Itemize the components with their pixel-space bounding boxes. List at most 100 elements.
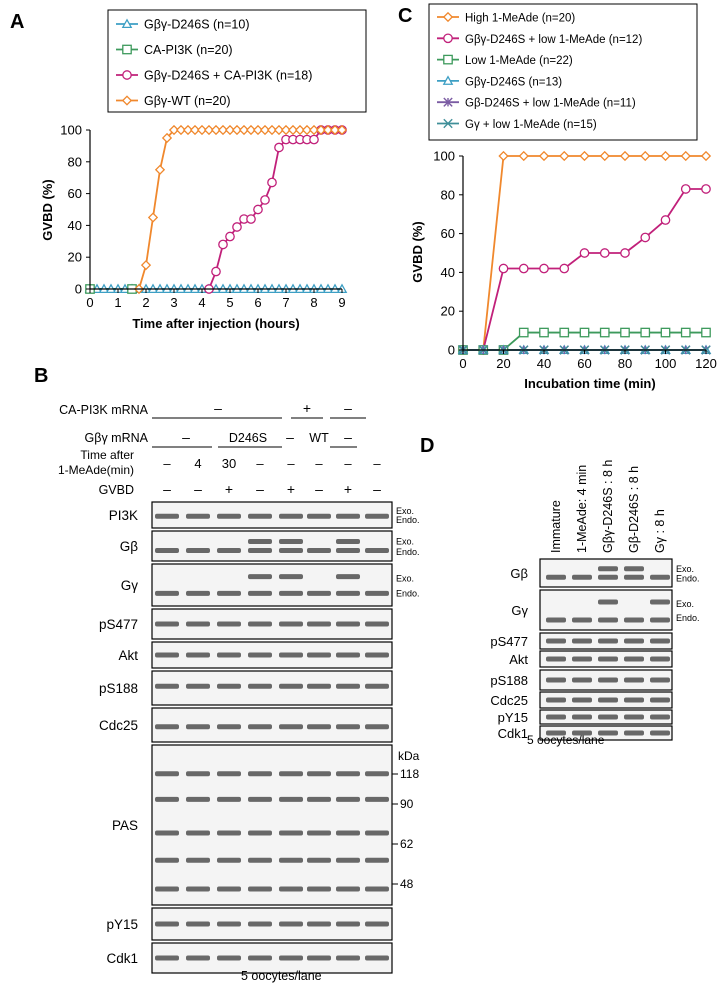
b-band — [307, 724, 331, 730]
c-point — [640, 150, 651, 162]
c-point — [701, 327, 711, 338]
b-band — [217, 886, 241, 892]
b-blot-label: Gγ — [121, 578, 139, 593]
c-xtick-label: 100 — [655, 356, 677, 371]
b-band — [307, 513, 331, 519]
b-row-capi3k-label: CA-PI3K mRNA — [59, 403, 149, 417]
d-blot-Gγ: Gγ Exo. Endo. — [511, 589, 700, 631]
d-lane-label: Gβγ-D246S : 8 h — [601, 460, 615, 553]
d-blot-label: pS188 — [490, 673, 528, 688]
a-point — [189, 124, 201, 136]
b-row-gvbd-label: GVBD — [99, 483, 134, 497]
d-band — [650, 730, 670, 736]
d-band — [572, 730, 592, 736]
c-xtick-label: 20 — [496, 356, 510, 371]
a-xtick-label: 2 — [142, 295, 149, 310]
d-band — [598, 638, 618, 644]
b-time-cell: 30 — [222, 456, 236, 471]
c-point — [599, 150, 610, 162]
b-gbg-group-1: – — [182, 429, 190, 445]
b-band — [365, 796, 389, 802]
b-band — [248, 886, 272, 892]
d-band — [598, 697, 618, 703]
b-band — [186, 796, 210, 802]
b-band — [155, 513, 179, 519]
b-band — [279, 548, 303, 553]
d-band — [546, 730, 566, 736]
d-band — [650, 638, 670, 644]
b-band — [248, 590, 272, 596]
b-time-cell: – — [256, 456, 264, 471]
c-point — [518, 327, 529, 338]
d-band — [598, 599, 618, 605]
panel-label-c: C — [398, 5, 412, 27]
d-band — [624, 677, 644, 683]
b-band — [248, 724, 272, 730]
b-blot-Gβ: Gβ Exo.Endo. — [120, 530, 420, 562]
c-point — [620, 327, 630, 338]
c-legend-label: Gβγ-D246S (n=13) — [465, 76, 562, 88]
d-blot-frame — [539, 558, 673, 588]
c-ytick-label: 80 — [441, 187, 455, 202]
b-time-cell: – — [373, 456, 381, 471]
b-band — [217, 652, 241, 658]
d-endo-label: Endo. — [676, 613, 700, 623]
c-legend-label: Gγ + low 1-MeAde (n=15) — [465, 119, 597, 131]
b-band — [307, 771, 331, 777]
a-legend-label: Gβγ-WT (n=20) — [144, 94, 231, 108]
c-legend-label: Gβ-D246S + low 1-MeAde (n=11) — [465, 98, 636, 110]
a-xtick-label: 5 — [226, 295, 233, 310]
b-kda-marks: kDa 118 90 62 48 — [392, 749, 420, 891]
b-band — [336, 539, 360, 544]
b-band — [248, 539, 272, 544]
b-band — [279, 830, 303, 836]
a-point — [301, 124, 313, 136]
c-point — [620, 248, 630, 258]
b-band — [217, 796, 241, 802]
d-blot-frame — [539, 589, 673, 631]
a-point — [273, 124, 285, 136]
a-point — [246, 214, 256, 224]
d-blot-label: Gβ — [510, 566, 528, 581]
b-band — [365, 830, 389, 836]
b-exo-label: Exo. — [396, 537, 414, 547]
b-endo-label: Endo. — [396, 588, 420, 598]
b-blot-label: Cdk1 — [106, 951, 138, 966]
b-band — [155, 621, 179, 627]
a-point — [336, 124, 348, 136]
a-legend-label: Gβγ-D246S + CA-PI3K (n=18) — [144, 69, 312, 83]
c-legend-marker — [443, 97, 453, 107]
c-point — [559, 150, 570, 162]
b-endo-label: Endo. — [396, 515, 420, 525]
b-band — [365, 771, 389, 777]
b-endo-label: Endo. — [396, 547, 420, 557]
d-band — [598, 677, 618, 683]
b-band — [217, 921, 241, 927]
b-gvbd-cell: – — [194, 481, 202, 497]
a-xtick-label: 1 — [114, 295, 121, 310]
a-legend-label: Gβγ-D246S (n=10) — [144, 18, 250, 32]
d-band — [650, 714, 670, 720]
d-band — [650, 617, 670, 623]
d-band — [624, 730, 644, 736]
b-blot-label: pS477 — [99, 617, 138, 632]
b-band — [279, 539, 303, 544]
b-band — [307, 652, 331, 658]
b-blot-PI3K: PI3K Exo.Endo. — [109, 501, 420, 529]
c-ytick-label: 0 — [448, 343, 455, 358]
d-band — [598, 617, 618, 623]
b-band — [155, 652, 179, 658]
d-band — [572, 574, 592, 580]
d-lane-label: Gγ : 8 h — [653, 509, 667, 553]
b-capi3k-group-3: – — [344, 400, 352, 416]
b-band — [248, 513, 272, 519]
a-point — [175, 124, 187, 136]
a-point — [309, 134, 319, 145]
c-xtick-label: 120 — [695, 356, 717, 371]
a-point — [287, 124, 299, 136]
a-point — [245, 124, 257, 136]
a-legend-label: CA-PI3K (n=20) — [144, 43, 233, 57]
b-band — [155, 590, 179, 596]
b-band — [365, 921, 389, 927]
a-point — [231, 124, 243, 136]
